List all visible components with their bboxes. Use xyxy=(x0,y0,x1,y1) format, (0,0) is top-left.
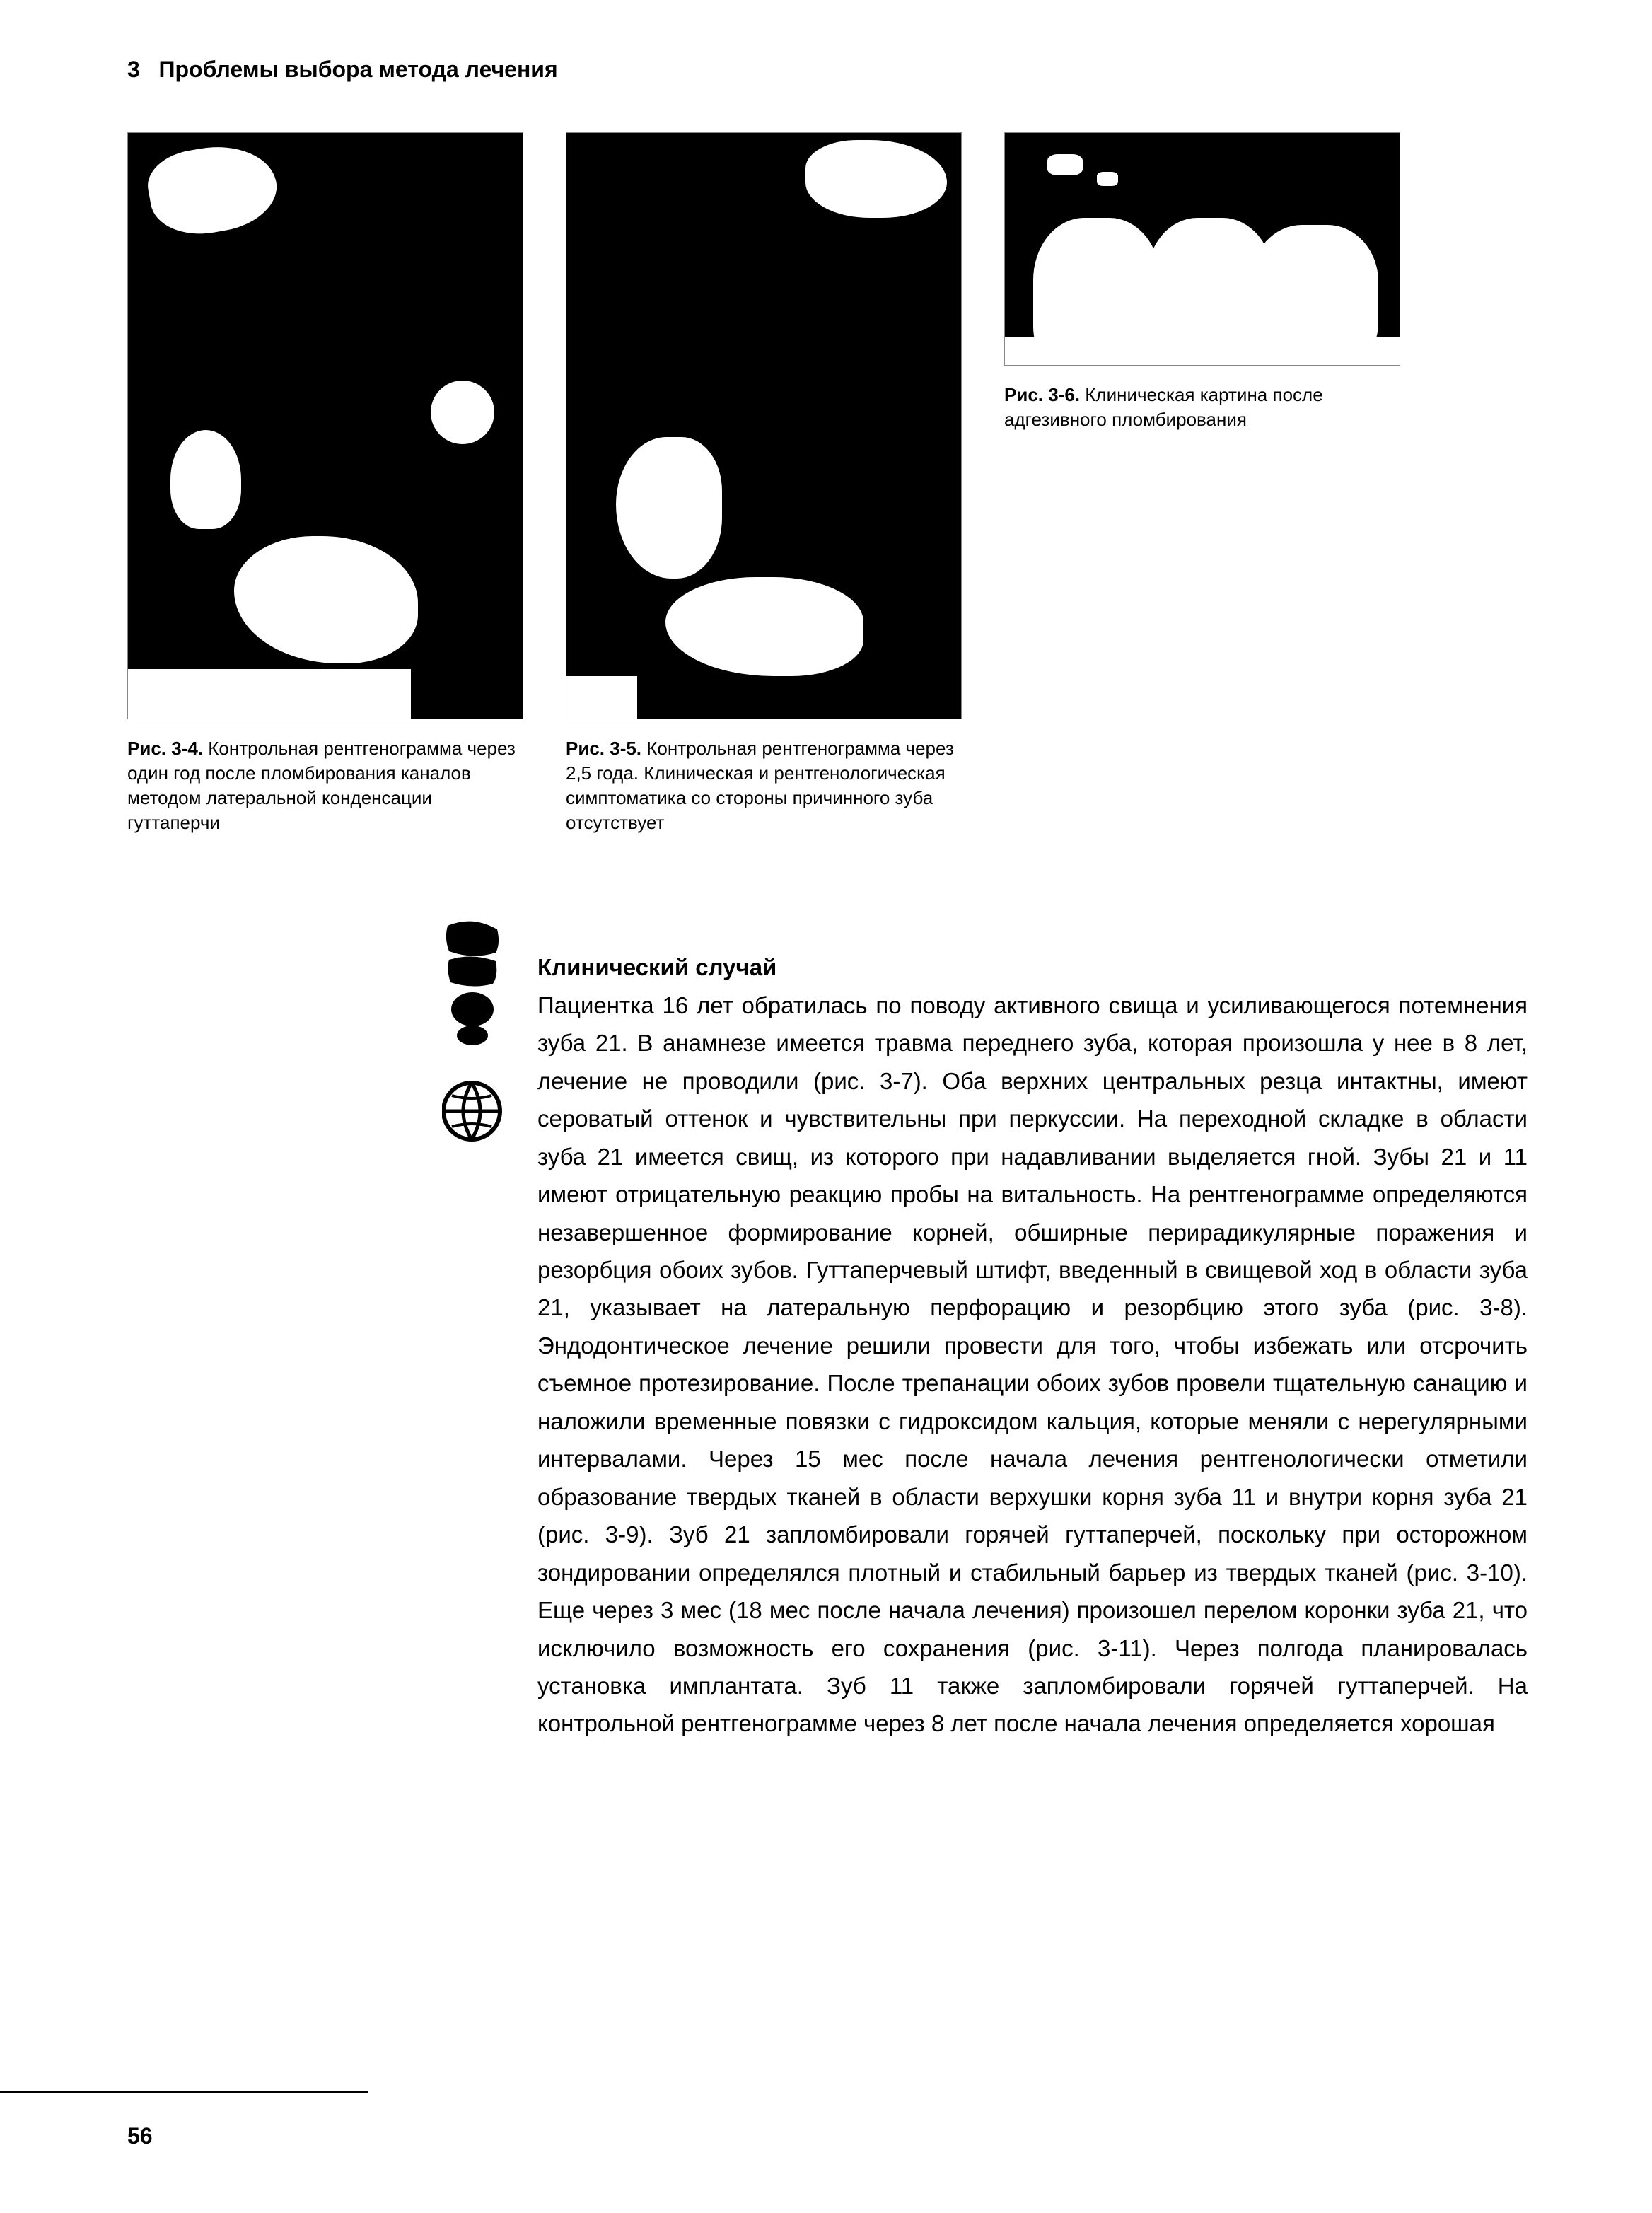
figure-3-6: Рис. 3-6. Клиническая картина после адге… xyxy=(1004,132,1400,835)
clinical-case-body: Клинический случай Пациентка 16 лет обра… xyxy=(537,948,1528,1743)
figures-row: Рис. 3-4. Контрольная рентгенограмма чер… xyxy=(127,132,1525,835)
footer-rule xyxy=(0,2091,368,2093)
clinical-case-text: Пациентка 16 лет обратилась по поводу ак… xyxy=(537,992,1528,1737)
globe-icon xyxy=(438,1078,506,1145)
page-number: 56 xyxy=(127,2123,153,2149)
case-icon-column xyxy=(438,948,523,1151)
radiograph-image xyxy=(127,132,523,719)
chapter-title: Проблемы выбора метода лечения xyxy=(158,57,557,82)
caption-label: Рис. 3-5. xyxy=(566,738,641,759)
figure-caption: Рис. 3-5. Контрольная рентгенограмма чер… xyxy=(566,736,962,835)
chapter-number: 3 xyxy=(127,57,140,82)
clinical-photo-image xyxy=(1004,132,1400,366)
figure-caption: Рис. 3-6. Клиническая картина после адге… xyxy=(1004,383,1400,432)
figure-caption: Рис. 3-4. Контрольная рентгенограмма чер… xyxy=(127,736,523,835)
clinical-case-heading: Клинический случай xyxy=(537,954,776,980)
clinical-case-section: Клинический случай Пациентка 16 лет обра… xyxy=(537,948,1528,1743)
figure-3-5: Рис. 3-5. Контрольная рентгенограмма чер… xyxy=(566,132,962,835)
caption-label: Рис. 3-6. xyxy=(1004,384,1080,405)
caption-label: Рис. 3-4. xyxy=(127,738,203,759)
chapter-header: 3 Проблемы выбора метода лечения xyxy=(127,57,1525,83)
figure-3-4: Рис. 3-4. Контрольная рентгенограмма чер… xyxy=(127,132,523,835)
tooth-icon xyxy=(438,948,506,1016)
radiograph-image xyxy=(566,132,962,719)
